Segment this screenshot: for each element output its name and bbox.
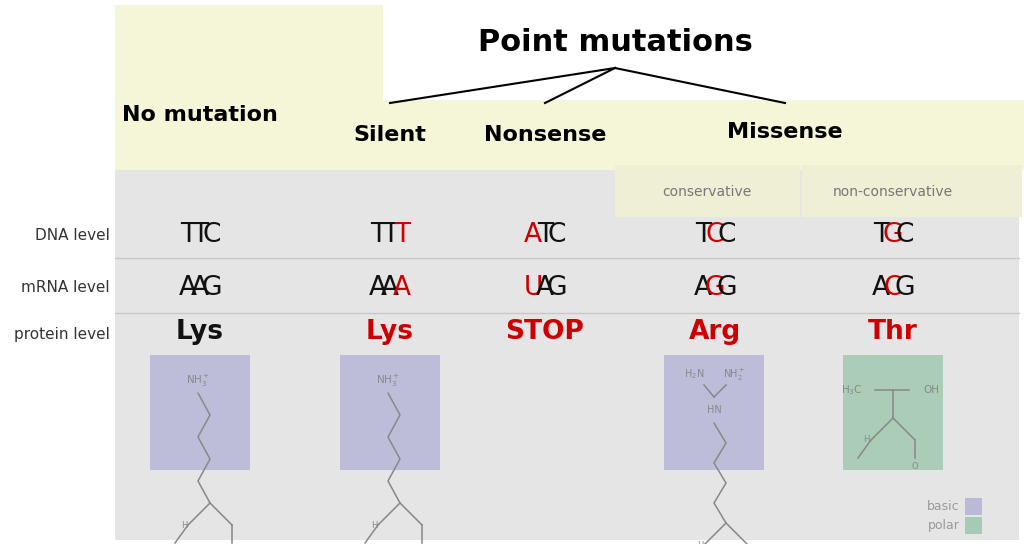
Bar: [843, 355, 943, 470]
Text: NH$_3^+$: NH$_3^+$: [376, 373, 400, 389]
Text: H: H: [862, 436, 869, 444]
Text: A: A: [191, 275, 209, 301]
Text: C: C: [718, 222, 736, 248]
Text: A: A: [370, 275, 387, 301]
Bar: [802, 165, 1022, 217]
Text: Point mutations: Point mutations: [477, 28, 753, 57]
Bar: [383, 100, 1024, 170]
Text: A: A: [393, 275, 411, 301]
Bar: [115, 5, 383, 170]
Text: T: T: [873, 222, 889, 248]
Text: T: T: [393, 222, 410, 248]
Text: C: C: [706, 222, 724, 248]
Text: G: G: [202, 275, 222, 301]
Bar: [965, 517, 982, 534]
Text: A: A: [381, 275, 399, 301]
Text: No mutation: No mutation: [122, 105, 278, 125]
Text: G: G: [547, 275, 567, 301]
Text: C: C: [203, 222, 221, 248]
Text: H: H: [181, 521, 188, 529]
Text: Missense: Missense: [727, 122, 843, 142]
Text: DNA level: DNA level: [35, 227, 110, 243]
Text: NH$_2^+$: NH$_2^+$: [723, 367, 745, 383]
Text: G: G: [883, 222, 903, 248]
Text: Arg: Arg: [689, 319, 741, 345]
Text: T: T: [537, 222, 553, 248]
Text: O: O: [911, 462, 919, 471]
Text: T: T: [382, 222, 398, 248]
Bar: [150, 355, 250, 470]
Text: STOP: STOP: [506, 319, 585, 345]
Text: H: H: [372, 521, 378, 529]
Bar: [340, 355, 440, 470]
Text: Nonsense: Nonsense: [483, 125, 606, 145]
Text: Silent: Silent: [353, 125, 426, 145]
Text: Lys: Lys: [176, 319, 224, 345]
Text: Lys: Lys: [366, 319, 414, 345]
Text: polar: polar: [928, 518, 961, 531]
Bar: [615, 165, 800, 217]
Text: H$_2$N: H$_2$N: [684, 367, 705, 381]
Text: C: C: [896, 222, 914, 248]
Text: G: G: [717, 275, 737, 301]
Text: T: T: [180, 222, 197, 248]
Text: Thr: Thr: [868, 319, 918, 345]
Text: H$_3$C: H$_3$C: [842, 383, 863, 397]
Text: A: A: [179, 275, 198, 301]
Text: A: A: [524, 222, 543, 248]
Text: G: G: [895, 275, 915, 301]
Text: T: T: [370, 222, 386, 248]
Text: A: A: [536, 275, 554, 301]
Text: protein level: protein level: [14, 327, 110, 343]
Bar: [664, 355, 764, 470]
Text: A: A: [694, 275, 713, 301]
Text: H: H: [697, 541, 705, 544]
Bar: [115, 170, 1019, 540]
Bar: [965, 498, 982, 515]
Text: OH: OH: [923, 385, 939, 395]
Text: conservative: conservative: [663, 185, 752, 199]
Text: HN: HN: [707, 405, 721, 415]
Text: A: A: [872, 275, 890, 301]
Text: T: T: [191, 222, 208, 248]
Text: G: G: [705, 275, 725, 301]
Text: C: C: [884, 275, 902, 301]
Text: T: T: [695, 222, 712, 248]
Text: C: C: [548, 222, 566, 248]
Text: mRNA level: mRNA level: [22, 281, 110, 295]
Text: U: U: [523, 275, 543, 301]
Text: non-conservative: non-conservative: [833, 185, 953, 199]
Text: NH$_3^+$: NH$_3^+$: [186, 373, 210, 389]
Text: basic: basic: [928, 499, 961, 512]
